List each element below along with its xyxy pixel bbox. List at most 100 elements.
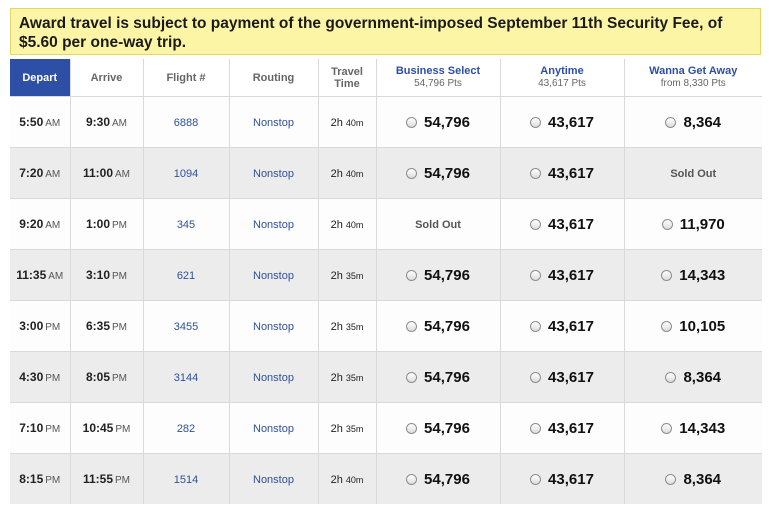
arrive-time-cell: 11:00 AM — [69, 147, 143, 199]
fare-radio-button[interactable] — [406, 371, 418, 383]
routing-link[interactable]: Nonstop — [253, 423, 294, 435]
anytime-fare-option[interactable]: 43,617 — [530, 216, 594, 233]
routing-link[interactable]: Nonstop — [253, 321, 294, 333]
anytime-fare-option[interactable]: 43,617 — [530, 318, 594, 335]
sort-routing-header[interactable]: Routing — [228, 59, 318, 97]
business-select-fare-option[interactable]: 54,796 — [406, 369, 470, 386]
wanna-get-away-header[interactable]: Wanna Get Away from 8,330 Pts — [623, 59, 762, 97]
flight-row: 4:30 PM 8:05 PM 3144 Nonstop 2h 35m 54,796 43,61… — [10, 351, 762, 403]
routing-link[interactable]: Nonstop — [253, 117, 294, 129]
fare-radio-button[interactable] — [406, 320, 418, 332]
fare-radio-button[interactable] — [530, 167, 542, 179]
depart-ampm: AM — [45, 169, 61, 180]
fare-radio-button[interactable] — [661, 320, 673, 332]
anytime-fare-option[interactable]: 43,617 — [530, 369, 594, 386]
routing-cell: Nonstop — [228, 453, 318, 504]
flight-number-link[interactable]: 345 — [176, 219, 196, 231]
fare-radio-button[interactable] — [406, 269, 418, 281]
flight-number-link[interactable]: 3144 — [173, 372, 199, 384]
anytime-cell: 43,617 — [499, 453, 624, 504]
arrive-time-cell: 6:35 PM — [69, 300, 143, 352]
wanna-get-away-fare-option[interactable]: 8,364 — [665, 471, 721, 488]
sort-depart-header[interactable]: Depart — [10, 59, 70, 97]
fare-radio-button[interactable] — [665, 116, 677, 128]
arrive-ampm: AM — [112, 118, 128, 129]
flight-number-link[interactable]: 1094 — [173, 168, 199, 180]
flight-number-link[interactable]: 6888 — [173, 117, 199, 129]
fare-points: 14,343 — [679, 266, 726, 284]
wanna-get-away-fare-option[interactable]: 11,970 — [661, 216, 725, 233]
wanna-get-away-fare-option[interactable]: 10,105 — [661, 318, 725, 335]
fare-radio-button[interactable] — [406, 473, 418, 485]
routing-link[interactable]: Nonstop — [253, 474, 294, 486]
depart-time: 4:30 — [19, 370, 44, 384]
routing-cell: Nonstop — [228, 300, 318, 352]
business-select-fare-option[interactable]: 54,796 — [406, 318, 470, 335]
routing-link[interactable]: Nonstop — [253, 168, 294, 180]
business-select-fare-option[interactable]: 54,796 — [406, 267, 470, 284]
flight-number-link[interactable]: 621 — [176, 270, 196, 282]
fare-radio-button[interactable] — [530, 116, 542, 128]
fare-radio-button[interactable] — [530, 473, 542, 485]
fare-radio-button[interactable] — [530, 269, 542, 281]
arrive-time: 10:45 — [82, 421, 114, 435]
flight-number-link[interactable]: 1514 — [173, 474, 199, 486]
business-select-fare-option[interactable]: 54,796 — [406, 114, 470, 131]
travel-minutes: 35m — [345, 271, 364, 281]
fare-radio-button[interactable] — [530, 320, 542, 332]
wanna-get-away-fare-option[interactable]: 8,364 — [665, 369, 721, 386]
travel-time-cell: 2h 40m — [317, 96, 376, 148]
travel-minutes: 40m — [345, 169, 364, 179]
wanna-get-away-fare-option[interactable]: 8,364 — [665, 114, 721, 131]
fare-radio-button[interactable] — [406, 167, 418, 179]
arrive-time: 11:00 — [82, 166, 114, 180]
depart-time-cell: 11:35 AM — [10, 249, 70, 301]
flight-number-cell: 1514 — [142, 453, 229, 504]
anytime-fare-option[interactable]: 43,617 — [530, 471, 594, 488]
sort-flight-header[interactable]: Flight # — [142, 59, 229, 97]
anytime-fare-option[interactable]: 43,617 — [530, 114, 594, 131]
business-select-fare-option[interactable]: 54,796 — [406, 471, 470, 488]
fare-points: 54,796 — [424, 266, 470, 284]
fare-radio-button[interactable] — [661, 422, 673, 434]
anytime-fare-option[interactable]: 43,617 — [530, 420, 594, 437]
fare-radio-button[interactable] — [530, 422, 542, 434]
routing-link[interactable]: Nonstop — [253, 372, 294, 384]
fare-radio-button[interactable] — [406, 116, 418, 128]
routing-link[interactable]: Nonstop — [253, 270, 294, 282]
fare-radio-button[interactable] — [665, 473, 677, 485]
flight-number-cell: 6888 — [142, 96, 229, 148]
fare-radio-button[interactable] — [530, 218, 542, 230]
fare-points: 54,796 — [424, 368, 470, 386]
anytime-fare-option[interactable]: 43,617 — [530, 267, 594, 284]
business-select-cell: 54,796 — [375, 300, 500, 352]
anytime-fare-option[interactable]: 43,617 — [530, 165, 594, 182]
fare-radio-button[interactable] — [661, 218, 673, 230]
fare-points: 54,796 — [424, 470, 470, 488]
wanna-get-away-fare-option[interactable]: 14,343 — [661, 267, 725, 284]
business-select-fare-option[interactable]: 54,796 — [406, 420, 470, 437]
travel-minutes: 35m — [345, 373, 364, 383]
sort-arrive-header[interactable]: Arrive — [69, 59, 143, 97]
fare-radio-button[interactable] — [661, 269, 673, 281]
fare-radio-button[interactable] — [406, 422, 418, 434]
fare-points: 8,364 — [683, 470, 722, 488]
business-select-cell: 54,796 — [375, 96, 500, 148]
anytime-header[interactable]: Anytime 43,617 Pts — [499, 59, 624, 97]
sort-travel-time-header[interactable]: Travel Time — [317, 59, 376, 97]
depart-time-cell: 4:30 PM — [10, 351, 70, 403]
business-select-header[interactable]: Business Select 54,796 Pts — [375, 59, 500, 97]
wanna-get-away-fare-option[interactable]: 14,343 — [661, 420, 725, 437]
travel-hours: 2h — [330, 474, 343, 486]
travel-time-cell: 2h 40m — [317, 198, 376, 250]
fare-radio-button[interactable] — [530, 371, 542, 383]
business-select-fare-option[interactable]: 54,796 — [406, 165, 470, 182]
flight-number-cell: 1094 — [142, 147, 229, 199]
flight-number-link[interactable]: 282 — [176, 423, 196, 435]
fare-radio-button[interactable] — [665, 371, 677, 383]
fare-points: 43,617 — [548, 266, 594, 284]
depart-time: 7:10 — [19, 421, 44, 435]
arrive-ampm: PM — [115, 424, 131, 435]
routing-link[interactable]: Nonstop — [253, 219, 294, 231]
flight-number-link[interactable]: 3455 — [173, 321, 199, 333]
